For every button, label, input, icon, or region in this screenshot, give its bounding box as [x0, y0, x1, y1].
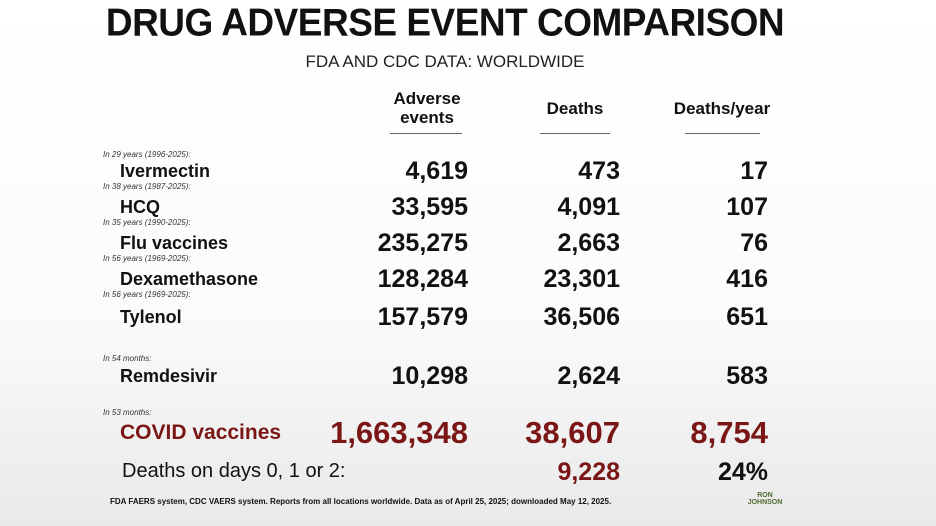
row-value: 8,754 [690, 415, 768, 450]
row-value: 33,595 [391, 193, 468, 221]
row-value: 583 [726, 362, 768, 390]
row-note: In 56 years (1969-2025): [103, 290, 191, 299]
row-value: 128,284 [377, 265, 468, 293]
row-value: 23,301 [543, 265, 620, 293]
row-name: Remdesivir [120, 366, 218, 386]
row-value: 36,506 [543, 303, 620, 331]
row-note: In 53 months: [103, 408, 152, 417]
row-value: 107 [726, 193, 768, 221]
extra-deaths: 9,228 [557, 458, 620, 486]
row-value: 4,619 [405, 157, 468, 185]
row-value: 17 [740, 157, 768, 185]
row-note: In 56 years (1969-2025): [103, 254, 191, 263]
row-name: Ivermectin [120, 161, 211, 181]
row-note: In 29 years (1996-2025): [103, 150, 191, 159]
row-value: 2,663 [557, 229, 620, 257]
title: DRUG ADVERSE EVENT COMPARISON [105, 0, 785, 44]
row-note: In 54 months: [103, 354, 152, 363]
row-value: 2,624 [557, 362, 620, 390]
column-header: Deaths [546, 99, 604, 118]
row-name: Tylenol [120, 307, 182, 327]
row-value: 473 [578, 157, 620, 185]
subtitle: FDA AND CDC DATA: WORLDWIDE [305, 52, 585, 71]
footer-source: FDA FAERS system, CDC VAERS system. Repo… [110, 497, 612, 506]
row-value: 235,275 [377, 229, 468, 257]
row-value: 10,298 [391, 362, 468, 390]
column-header: Deaths/year [673, 99, 771, 118]
row-value: 1,663,348 [330, 415, 468, 450]
header-rule [540, 133, 610, 134]
extra-share: 24% [717, 458, 768, 486]
row-note: In 35 years (1990-2025): [103, 218, 191, 227]
row-value: 76 [740, 229, 768, 257]
row-name: COVID vaccines [120, 421, 282, 444]
row-value: 4,091 [557, 193, 620, 221]
header-rule [685, 133, 760, 134]
column-header: Adverse events [393, 89, 461, 127]
row-value: 38,607 [525, 415, 620, 450]
header-rule [390, 133, 462, 134]
row-name: HCQ [120, 197, 160, 217]
row-value: 157,579 [377, 303, 468, 331]
row-name: Flu vaccines [120, 233, 229, 253]
extra-label: Deaths on days 0, 1 or 2: [122, 460, 346, 482]
row-note: In 38 years (1987-2025): [103, 182, 191, 191]
logo: RON JOHNSON [747, 492, 783, 506]
row-value: 651 [726, 303, 768, 331]
row-value: 416 [726, 265, 768, 293]
row-name: Dexamethasone [120, 269, 259, 289]
